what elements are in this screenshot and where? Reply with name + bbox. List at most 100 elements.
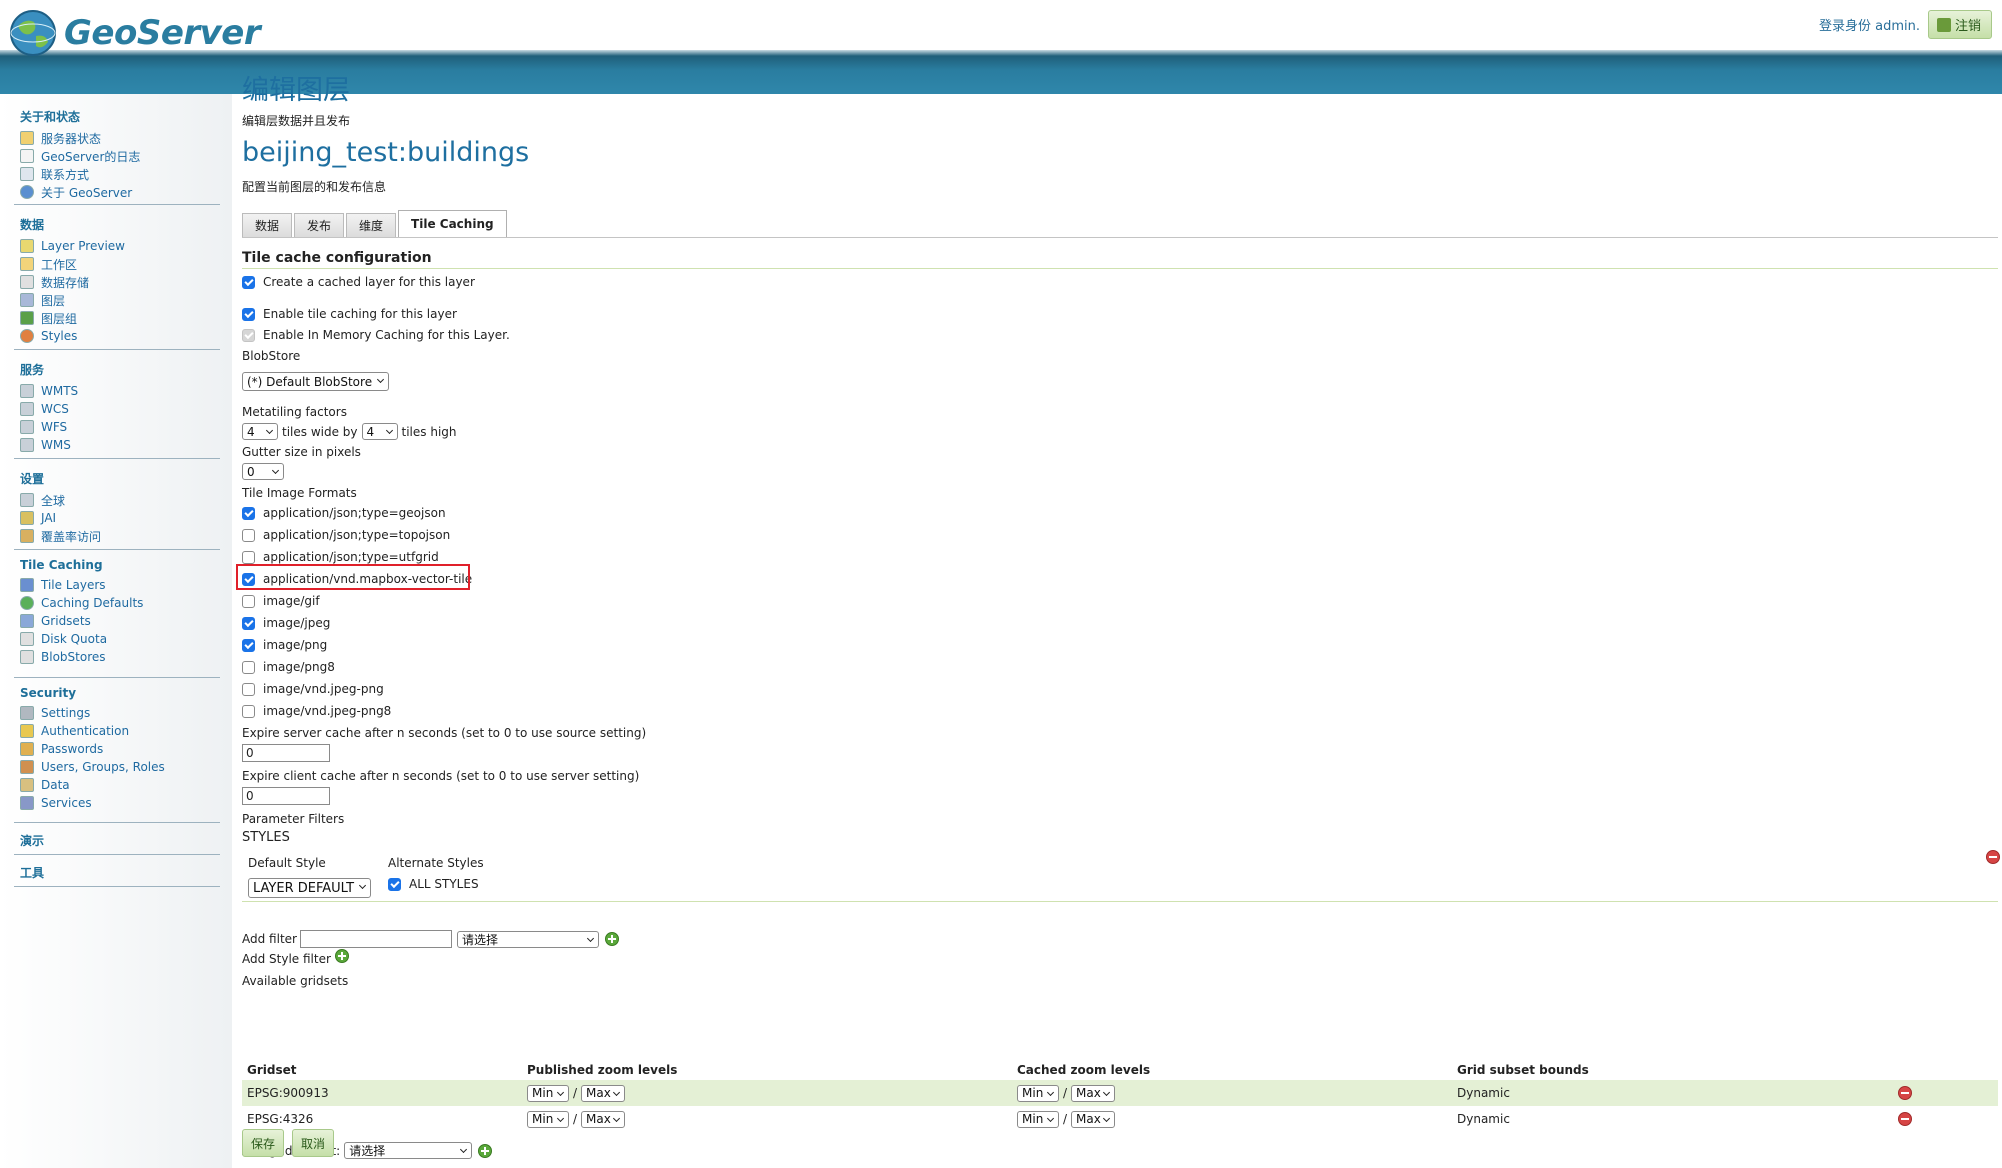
published-min-select[interactable]: Min [527,1084,569,1102]
tab-dimensions[interactable]: 维度 [346,213,397,237]
sidebar-item-wms[interactable]: WMS [20,436,220,454]
sidebar-item-gridsets[interactable]: Gridsets [20,612,220,630]
add-grid-subset-icon[interactable] [478,1143,493,1158]
gutter-select[interactable]: 0 [242,463,284,480]
add-filter-icon[interactable] [604,932,619,946]
expire-server-row: 0 [242,744,330,762]
sidebar-item-wfs[interactable]: WFS [20,418,220,436]
sidebar-item-passwords[interactable]: Passwords [20,740,220,758]
format-checkbox[interactable] [242,594,255,608]
sidebar-item-global[interactable]: 全球 [20,491,220,509]
cached-min-select[interactable]: Min [1017,1110,1059,1128]
format-item: application/json;type=topojson [242,528,450,542]
format-checkbox[interactable] [242,506,255,520]
sidebar-item-contact[interactable]: 联系方式 [20,165,220,183]
sidebar-item-security-settings[interactable]: Settings [20,704,220,722]
blobstore-label: BlobStore [242,349,301,363]
sidebar-item-authentication[interactable]: Authentication [20,722,220,740]
tab-publishing[interactable]: 发布 [294,213,345,237]
nav-divider [14,204,220,205]
sidebar-item-layers[interactable]: 图层 [20,291,220,309]
geoserver-logo[interactable]: GeoServer [8,6,261,60]
sidebar-item-workspace[interactable]: 工作区 [20,255,220,273]
format-checkbox[interactable] [242,704,255,718]
enable-tile-caching-row: Enable tile caching for this layer [242,307,457,321]
tab-divider [242,237,1998,238]
sidebar-item-services-security[interactable]: Services [20,794,220,812]
service-icon [20,420,34,434]
nav-section-tools[interactable]: 工具 [14,864,220,885]
all-styles-checkbox[interactable] [388,877,401,891]
published-max-select[interactable]: Max [581,1110,626,1128]
format-checkbox[interactable] [242,682,255,696]
cached-max-select[interactable]: Max [1071,1110,1116,1128]
blobstore-select[interactable]: (*) Default BlobStore [242,372,390,391]
sidebar-item-caching-defaults[interactable]: Caching Defaults [20,594,220,612]
published-zoom-cell: Min / Max [527,1110,1017,1128]
expire-client-label: Expire client cache after n seconds (set… [242,769,640,783]
grid-bounds: Dynamic [1457,1086,1510,1100]
remove-styles-filter-icon[interactable] [1986,850,2000,864]
logout-button[interactable]: 注销 [1927,10,1992,39]
default-style-select[interactable]: LAYER DEFAULT [248,878,372,898]
metatiling-wide-select[interactable]: 4 [242,423,278,440]
sidebar-item-label: Users, Groups, Roles [41,760,165,774]
header: GeoServer 登录身份 admin. 注销 [0,0,2002,94]
format-label: application/vnd.mapbox-vector-tile [263,572,473,586]
sidebar-item-label: Layer Preview [41,239,125,253]
format-checkbox[interactable] [242,616,255,630]
sidebar-item-about[interactable]: 关于 GeoServer [20,183,220,201]
metatiling-high-select[interactable]: 4 [361,423,398,440]
sidebar-item-wmts[interactable]: WMTS [20,382,220,400]
sidebar-item-layer-preview[interactable]: Layer Preview [20,237,220,255]
sidebar-item-datastore[interactable]: 数据存储 [20,273,220,291]
sidebar-item-tile-layers[interactable]: Tile Layers [20,576,220,594]
format-item: image/png8 [242,660,335,674]
sidebar-item-layergroups[interactable]: 图层组 [20,309,220,327]
gridsets-icon [20,614,34,628]
cancel-button[interactable]: 取消 [292,1129,335,1157]
default-style-label: Default Style [248,856,326,870]
remove-gridset-icon[interactable] [1898,1086,1912,1100]
sidebar-item-styles[interactable]: Styles [20,327,220,345]
format-checkbox[interactable] [242,638,255,652]
published-min-select[interactable]: Min [527,1110,569,1128]
add-filter-select[interactable]: 请选择 [456,930,599,948]
sidebar-item-disk-quota[interactable]: Disk Quota [20,630,220,648]
sidebar-item-data-security[interactable]: Data [20,776,220,794]
sidebar-item-coverage[interactable]: 覆盖率访问 [20,527,220,545]
add-grid-subset-select[interactable]: 请选择 [344,1142,473,1159]
sidebar-item-jai[interactable]: JAI [20,509,220,527]
add-style-filter-icon[interactable] [334,949,349,963]
enable-in-memory-checkbox[interactable] [242,328,255,342]
nav-section-title: 服务 [20,363,45,377]
tab-data[interactable]: 数据 [242,213,293,237]
nav-section-tile-caching: Tile Caching Tile Layers Caching Default… [14,558,220,666]
sidebar-item-server-status[interactable]: 服务器状态 [20,129,220,147]
expire-server-input[interactable]: 0 [242,744,330,762]
format-item: application/vnd.mapbox-vector-tile [242,572,472,586]
save-button[interactable]: 保存 [242,1129,285,1157]
sidebar-item-blobstores[interactable]: BlobStores [20,648,220,666]
create-cached-layer-checkbox[interactable] [242,275,255,289]
format-label: image/jpeg [263,616,331,630]
remove-gridset-icon[interactable] [1898,1112,1912,1126]
header-published-zoom: Published zoom levels [527,1063,678,1077]
parameter-filters-label: Parameter Filters [242,812,345,826]
sidebar-item-label: Tile Layers [41,578,106,592]
format-checkbox[interactable] [242,528,255,542]
published-max-select[interactable]: Max [581,1084,626,1102]
format-checkbox[interactable] [242,572,255,586]
cached-min-select[interactable]: Min [1017,1084,1059,1102]
enable-tile-caching-checkbox[interactable] [242,307,255,321]
tab-tile-caching[interactable]: Tile Caching [398,210,507,237]
add-filter-input[interactable] [299,930,452,948]
expire-client-input[interactable]: 0 [242,787,330,805]
sidebar-item-wcs[interactable]: WCS [20,400,220,418]
sidebar-item-users-groups-roles[interactable]: Users, Groups, Roles [20,758,220,776]
format-checkbox[interactable] [242,660,255,674]
format-checkbox[interactable] [242,550,255,564]
nav-section-demos[interactable]: 演示 [14,832,220,853]
cached-max-select[interactable]: Max [1071,1084,1116,1102]
sidebar-item-log[interactable]: GeoServer的日志 [20,147,220,165]
